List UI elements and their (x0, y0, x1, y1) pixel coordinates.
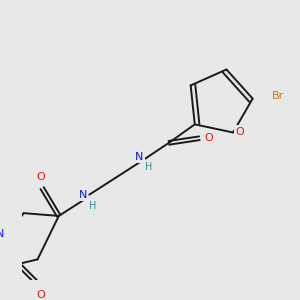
Text: N: N (0, 229, 4, 238)
Text: H: H (145, 162, 152, 172)
Text: O: O (37, 290, 46, 300)
Text: N: N (79, 190, 87, 200)
Text: N: N (135, 152, 143, 162)
Text: O: O (235, 127, 244, 136)
Text: O: O (204, 133, 213, 143)
Text: H: H (89, 201, 97, 211)
Text: Br: Br (272, 91, 284, 101)
Text: O: O (36, 172, 45, 182)
